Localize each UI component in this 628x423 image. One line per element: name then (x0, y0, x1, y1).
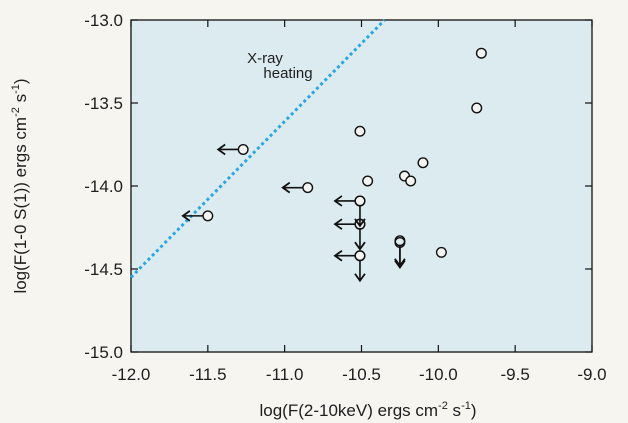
data-point (202, 210, 214, 222)
x-tick-label: -9.0 (577, 365, 606, 384)
upper-limit-arrow-head (281, 181, 291, 194)
data-point (417, 157, 429, 169)
y-tick-label: -14.0 (84, 177, 123, 196)
plot-area (130, 19, 593, 353)
upper-limit-arrow-head (354, 273, 366, 283)
x-tick-label: -10.5 (342, 365, 381, 384)
y-axis-label: log(F(1-0 S(1)) ergs cm-2 s-1) (10, 78, 30, 293)
upper-limit-arrow-head (333, 218, 343, 230)
data-point (405, 175, 417, 187)
y-tick-label: -14.5 (84, 260, 123, 279)
data-point (435, 246, 447, 258)
upper-limit-arrow-head (394, 259, 406, 269)
xray-heating-line (129, 18, 386, 279)
y-tick-label: -15.0 (84, 343, 123, 362)
data-marks (181, 47, 487, 283)
x-tick-label: -11.0 (266, 365, 304, 384)
ticks-group: -12.0 -11.5 -11.0 -10.5 -10.0 -9.5 -9.0 -13.0 -1… (84, 11, 606, 384)
reference-line-group (129, 18, 386, 279)
upper-limit-arrow-head (181, 210, 191, 222)
upper-limit-arrow-head (354, 241, 366, 251)
x-tick-label: -10.0 (419, 365, 458, 384)
data-point (394, 236, 406, 248)
y-tick-label: -13.0 (84, 11, 123, 30)
data-point (471, 102, 483, 114)
upper-limit-arrow-head (333, 195, 343, 207)
data-point (354, 125, 366, 137)
x-tick-label: -9.5 (501, 365, 530, 384)
data-point (475, 47, 487, 59)
y-tick-label: -13.5 (84, 94, 123, 113)
annotation-heating: heating (263, 65, 312, 82)
data-point (302, 182, 314, 194)
data-point (237, 143, 249, 155)
upper-limit-arrow-head (333, 249, 343, 262)
annotation-xray: X-ray (247, 50, 283, 67)
data-point (354, 250, 366, 262)
x-axis-label: log(F(2-10keV) ergs cm-2 s-1) (259, 400, 476, 420)
x-tick-label: -11.5 (189, 365, 227, 384)
data-point (362, 175, 374, 187)
upper-limit-arrow-head (216, 143, 226, 156)
x-tick-label: -12.0 (112, 365, 151, 384)
data-point (354, 218, 366, 230)
data-point (354, 195, 366, 207)
